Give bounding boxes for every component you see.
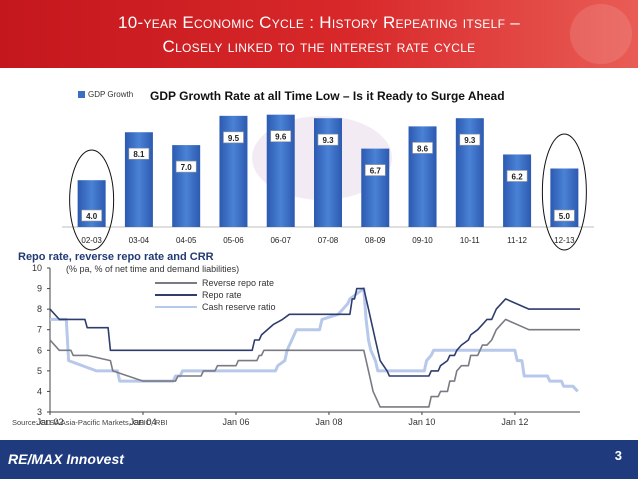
- line-chart-subtitle: (% pa, % of net time and demand liabilit…: [66, 264, 240, 274]
- x-tick-11-12: 11-12: [507, 236, 527, 245]
- data-label-02-03: 4.0: [86, 212, 98, 221]
- data-label-06-07: 9.6: [275, 133, 287, 142]
- slide-title-line-1: 10-year Economic Cycle : History Repeati…: [117, 13, 520, 32]
- balloon-decoration: [570, 4, 632, 64]
- legend-line-crr: [155, 306, 197, 308]
- bar-chart-title: GDP Growth Rate at all Time Low – Is it …: [150, 89, 505, 103]
- legend-reverse-repo: Reverse repo rate: [155, 278, 274, 288]
- data-label-05-06: 9.5: [228, 134, 240, 143]
- x-tick-05-06: 05-06: [223, 236, 244, 245]
- data-label-03-04: 8.1: [133, 150, 145, 159]
- footer-bar: RE/MAX Innovest 3: [0, 440, 638, 479]
- data-label-box-04-05: [175, 160, 197, 173]
- legend-label-repo: Repo rate: [202, 290, 242, 300]
- page-number: 3: [614, 448, 622, 463]
- data-label-box-10-11: [459, 133, 481, 146]
- data-label-box-03-04: [128, 147, 150, 160]
- x-tick-10-11: 10-11: [460, 236, 480, 245]
- x-tick-03-04: 03-04: [129, 236, 150, 245]
- gdp-bar-chart: 4.0 02-03 8.1 03-04 7.0 04-05 9.5 05-06 9.6 06-07…: [62, 114, 594, 251]
- legend-line-reverse-repo: [155, 282, 197, 284]
- highlight-circle-12-13: [541, 133, 587, 251]
- x-tick-4: Jan 10: [408, 417, 435, 427]
- series-cash-reserve-ratio: [50, 287, 579, 393]
- line-chart-title: Repo rate, reverse repo rate and CRR: [18, 251, 214, 263]
- x-tick-08-09: 08-09: [365, 236, 386, 245]
- x-tick-3: Jan 08: [315, 417, 342, 427]
- x-tick-07-08: 07-08: [318, 236, 339, 245]
- source-note: Source: CLSA Asia-Pacific Markets, CEIC,…: [12, 418, 168, 427]
- y-tick-4: 4: [37, 386, 42, 396]
- bar-04-05: [172, 145, 201, 227]
- bar-09-10: [408, 126, 437, 227]
- data-label-box-06-07: [270, 130, 292, 142]
- x-tick-1: Jan 04: [129, 417, 156, 427]
- data-label-09-10: 8.6: [417, 144, 429, 153]
- data-label-12-13: 5.0: [559, 212, 571, 221]
- rates-line-chart: 3 4 5 6 7 8 9 10 Jan 02 Jan 04 Jan 06 Jan 08 Jan 10 J…: [32, 263, 580, 427]
- y-tick-7: 7: [37, 325, 42, 335]
- legend-crr: Cash reserve ratio: [155, 302, 276, 312]
- y-tick-9: 9: [37, 284, 42, 294]
- data-label-10-11: 9.3: [464, 136, 476, 145]
- y-tick-8: 8: [37, 304, 42, 314]
- data-label-box-09-10: [412, 142, 433, 154]
- legend-swatch: [78, 91, 85, 98]
- series-reverse-repo-rate: [49, 318, 580, 408]
- data-label-08-09: 6.7: [370, 167, 382, 176]
- x-tick-12-13: 12-13: [554, 236, 575, 245]
- brand-name: RE/MAX Innovest: [8, 451, 124, 467]
- x-tick-0: Jan 02: [36, 417, 63, 427]
- data-label-11-12: 6.2: [512, 172, 524, 181]
- legend-repo: Repo rate: [155, 290, 242, 300]
- y-tick-5: 5: [37, 366, 42, 376]
- legend-line-repo: [155, 294, 197, 296]
- title-banner: 10-year Economic Cycle : History Repeati…: [0, 0, 638, 68]
- data-label-box-08-09: [364, 164, 386, 176]
- legend-label-reverse-repo: Reverse repo rate: [202, 278, 275, 288]
- bar-08-09: [361, 148, 390, 227]
- x-tick-06-07: 06-07: [270, 236, 291, 245]
- data-label-box-11-12: [506, 170, 528, 182]
- highlight-circle-02-03: [69, 149, 115, 251]
- bar-11-12: [503, 154, 532, 227]
- slide-title-line-2: Closely linked to the interest rate cycl…: [162, 37, 476, 56]
- data-label-box-02-03: [81, 209, 102, 222]
- x-tick-2: Jan 06: [222, 417, 249, 427]
- x-tick-02-03: 02-03: [81, 236, 102, 245]
- legend-label: GDP Growth: [88, 90, 134, 99]
- x-tick-5: Jan 12: [501, 417, 528, 427]
- y-tick-3: 3: [37, 407, 42, 417]
- bar-03-04: [124, 132, 153, 227]
- series-repo-rate: [49, 287, 580, 377]
- data-label-box-12-13: [554, 209, 575, 222]
- x-tick-04-05: 04-05: [176, 236, 197, 245]
- data-label-07-08: 9.3: [322, 136, 334, 145]
- legend-label-crr: Cash reserve ratio: [202, 302, 276, 312]
- data-label-box-05-06: [223, 131, 244, 144]
- bar-legend: GDP Growth: [78, 90, 133, 99]
- data-label-04-05: 7.0: [181, 163, 193, 172]
- x-tick-09-10: 09-10: [412, 236, 433, 245]
- y-tick-10: 10: [32, 263, 42, 273]
- data-label-box-07-08: [317, 133, 339, 146]
- y-tick-6: 6: [37, 345, 42, 355]
